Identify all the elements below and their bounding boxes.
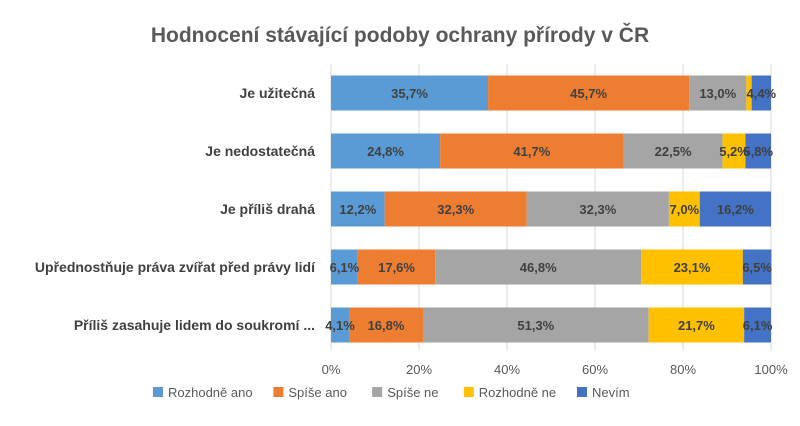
x-tick-label: 20% <box>406 362 432 377</box>
legend-label: Rozhodně ano <box>168 385 253 400</box>
data-label: 16,8% <box>368 318 405 333</box>
bar-segment <box>435 249 642 285</box>
x-tick-label: 60% <box>582 362 608 377</box>
data-label: 12,2% <box>339 202 376 217</box>
bar-segment <box>641 249 743 285</box>
bar-segment <box>689 75 747 111</box>
category-label: Příliš zasahuje lidem do soukromí ... <box>74 317 315 333</box>
category-label: Je užitečná <box>240 85 316 101</box>
legend-swatch <box>372 387 383 397</box>
bar-segment <box>384 191 527 227</box>
bar-segment <box>722 133 746 169</box>
data-label: 5,8% <box>743 144 773 159</box>
legend-label: Nevím <box>592 385 630 400</box>
bar-segment <box>745 133 771 169</box>
legend-swatch <box>463 387 474 397</box>
legend-swatch <box>153 387 163 397</box>
bar-segment <box>331 133 441 169</box>
data-label: 45,7% <box>570 86 607 101</box>
data-label: 21,7% <box>678 318 715 333</box>
bar-segment <box>526 191 669 227</box>
legend-label: Spíše ano <box>288 385 347 400</box>
bar-segment <box>331 191 385 227</box>
data-label: 32,3% <box>437 202 474 217</box>
bar-segment <box>440 133 624 169</box>
data-label: 16,2% <box>717 202 754 217</box>
data-label: 6,1% <box>330 260 360 275</box>
bar-segment <box>331 249 358 285</box>
x-tick-label: 100% <box>754 362 788 377</box>
bar-segment <box>699 191 771 227</box>
bar-segment <box>742 249 772 285</box>
bar-segment <box>422 307 649 343</box>
data-label: 46,8% <box>520 260 557 275</box>
bar-segment <box>746 75 752 111</box>
data-label: 13,0% <box>699 86 736 101</box>
bar-segment <box>668 191 700 227</box>
x-tick-label: 0% <box>322 362 341 377</box>
legend-label: Spíše ne <box>387 385 438 400</box>
bar-segment <box>331 307 350 343</box>
data-label: 4,4% <box>746 86 776 101</box>
category-label: Upřednostňuje práva zvířat před právy li… <box>35 259 316 275</box>
data-label: 22,5% <box>655 144 692 159</box>
data-label: 32,3% <box>579 202 616 217</box>
category-label: Je nedostatečná <box>205 143 315 159</box>
bar-segment <box>744 307 771 343</box>
data-label: 6,1% <box>743 318 773 333</box>
data-label: 4,1% <box>325 318 355 333</box>
data-label: 6,5% <box>742 260 772 275</box>
bar-segment <box>751 75 771 111</box>
x-tick-label: 40% <box>494 362 520 377</box>
bar-segment <box>331 75 489 111</box>
data-label: 35,7% <box>391 86 428 101</box>
data-label: 5,2% <box>719 144 749 159</box>
bar-segment <box>648 307 745 343</box>
legend-swatch <box>273 387 284 397</box>
bar-segment <box>623 133 723 169</box>
data-label: 17,6% <box>378 260 415 275</box>
legend-label: Rozhodně ne <box>479 385 556 400</box>
data-label: 51,3% <box>517 318 554 333</box>
bar-segment <box>357 249 436 285</box>
bar-segment <box>349 307 423 343</box>
data-label: 7,0% <box>669 202 699 217</box>
data-label: 23,1% <box>674 260 711 275</box>
legend-swatch <box>577 387 587 397</box>
bar-segment <box>488 75 690 111</box>
data-label: 24,8% <box>367 144 404 159</box>
category-label: Je příliš drahá <box>220 201 315 217</box>
data-label: 41,7% <box>513 144 550 159</box>
chart-title: Hodnocení stávající podoby ochrany příro… <box>151 23 649 47</box>
x-tick-label: 80% <box>670 362 696 377</box>
